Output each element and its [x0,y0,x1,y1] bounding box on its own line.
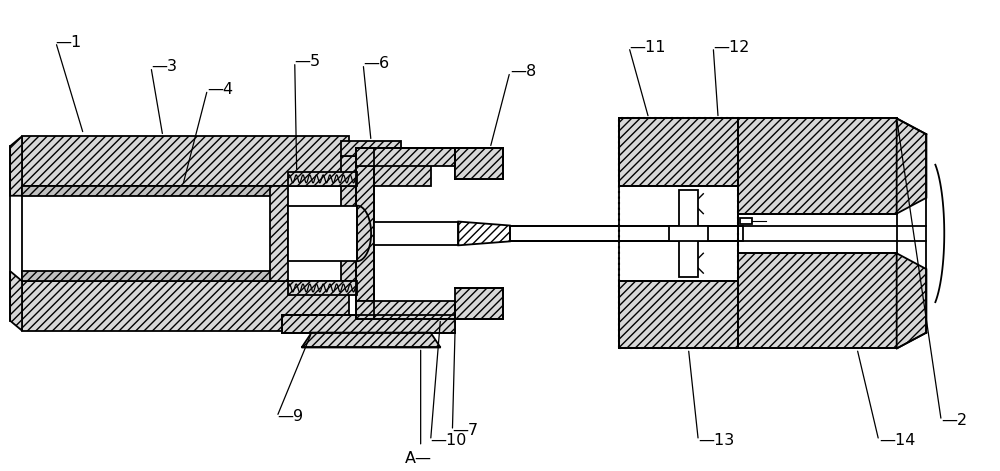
Text: —10: —10 [431,433,467,448]
Polygon shape [458,221,510,245]
Bar [288,172,357,186]
Bar [282,315,455,333]
Polygon shape [897,253,926,349]
Bar [619,281,738,349]
Text: —1: —1 [56,34,82,49]
Text: —4: —4 [207,82,234,97]
Bar [22,186,272,196]
Text: —7: —7 [452,423,479,439]
Text: —8: —8 [510,65,536,79]
Bar [738,118,897,214]
Bar [341,186,356,281]
Polygon shape [10,136,22,196]
Bar [455,148,503,179]
Text: —14: —14 [879,433,915,448]
Bar [22,271,272,281]
Bar [22,281,349,331]
Bar [288,206,357,261]
Bar [740,218,752,224]
Bar [738,253,897,349]
Bar [341,156,431,186]
Bar [22,189,272,278]
Bar [738,214,897,253]
Bar [669,226,708,241]
Bar [619,281,738,349]
Polygon shape [10,271,22,331]
Text: —2: —2 [941,414,967,428]
Polygon shape [897,118,926,214]
Polygon shape [302,333,440,348]
Bar [22,136,349,186]
Text: —11: —11 [629,40,665,55]
Text: —13: —13 [698,433,735,448]
Bar [341,141,401,156]
Bar [356,301,455,319]
Bar [356,148,455,166]
Bar [455,148,503,179]
Bar [510,226,743,241]
Text: —9: —9 [277,409,303,424]
Text: —5: —5 [295,54,321,69]
Text: —3: —3 [151,59,177,74]
Bar [374,221,458,245]
Bar [619,118,738,186]
Bar [455,288,503,319]
Text: —12: —12 [713,40,750,55]
Bar [270,186,288,281]
Text: A—: A— [405,451,432,466]
Bar [679,190,698,277]
Bar [356,166,374,301]
Bar [288,281,357,295]
Text: —6: —6 [363,57,389,72]
Bar [455,148,503,179]
